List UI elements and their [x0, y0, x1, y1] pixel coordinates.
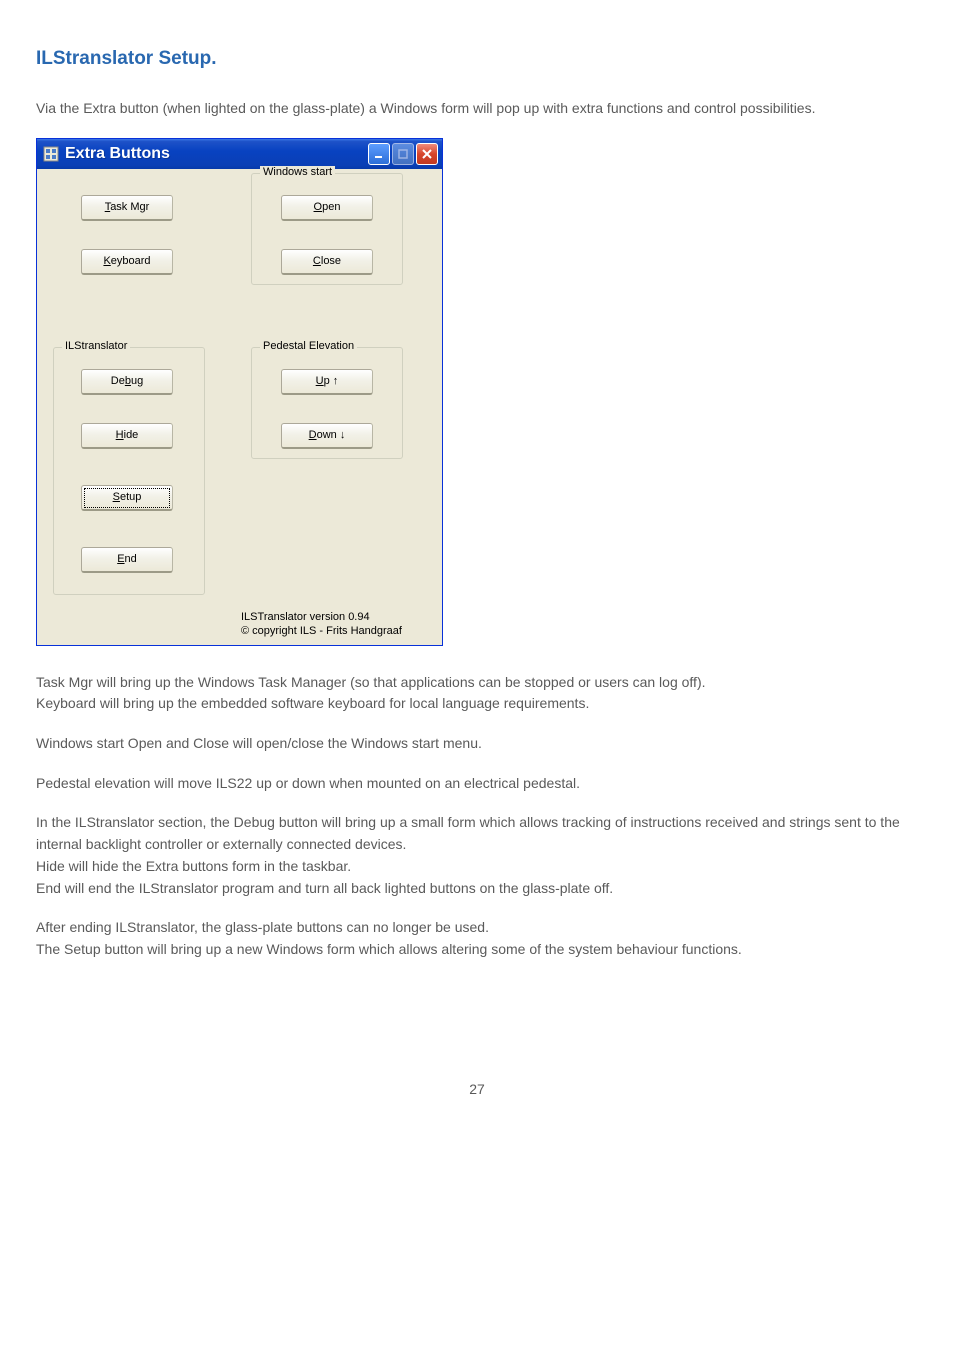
window-body: Task Mgr Keyboard Windows start Open Clo…	[37, 169, 442, 645]
setup-button[interactable]: Setup	[81, 485, 173, 511]
app-icon	[43, 146, 59, 162]
intro-paragraph: Via the Extra button (when lighted on th…	[36, 98, 918, 120]
paragraph-ilstranslator: In the ILStranslator section, the Debug …	[36, 812, 918, 899]
task-mgr-button[interactable]: Task Mgr	[81, 195, 173, 221]
close-start-button[interactable]: Close	[281, 249, 373, 275]
version-info: ILSTranslator version 0.94 © copyright I…	[241, 610, 402, 639]
keyboard-button[interactable]: Keyboard	[81, 249, 173, 275]
extra-buttons-window: Extra Buttons Task Mgr Keyboard Windows …	[36, 138, 443, 646]
open-button[interactable]: Open	[281, 195, 373, 221]
pedestal-label: Pedestal Elevation	[260, 340, 357, 352]
titlebar[interactable]: Extra Buttons	[37, 139, 442, 169]
copyright-line: © copyright ILS - Frits Handgraaf	[241, 624, 402, 638]
window-title: Extra Buttons	[65, 145, 368, 163]
paragraph-pedestal: Pedestal elevation will move ILS22 up or…	[36, 773, 918, 795]
paragraph-end: After ending ILStranslator, the glass-pl…	[36, 917, 918, 960]
paragraph-taskmgr: Task Mgr will bring up the Windows Task …	[36, 672, 918, 715]
page-number: 27	[36, 1081, 918, 1097]
debug-button[interactable]: Debug	[81, 369, 173, 395]
up-button[interactable]: Up ↑	[281, 369, 373, 395]
version-line: ILSTranslator version 0.94	[241, 610, 402, 624]
end-button[interactable]: End	[81, 547, 173, 573]
windows-start-label: Windows start	[260, 166, 335, 178]
titlebar-controls	[368, 143, 438, 165]
page-heading: ILStranslator Setup.	[36, 48, 918, 70]
hide-button[interactable]: Hide	[81, 423, 173, 449]
close-button[interactable]	[416, 143, 438, 165]
down-button[interactable]: Down ↓	[281, 423, 373, 449]
paragraph-winstart: Windows start Open and Close will open/c…	[36, 733, 918, 755]
ilstranslator-label: ILStranslator	[62, 340, 130, 352]
maximize-button	[392, 143, 414, 165]
minimize-button[interactable]	[368, 143, 390, 165]
